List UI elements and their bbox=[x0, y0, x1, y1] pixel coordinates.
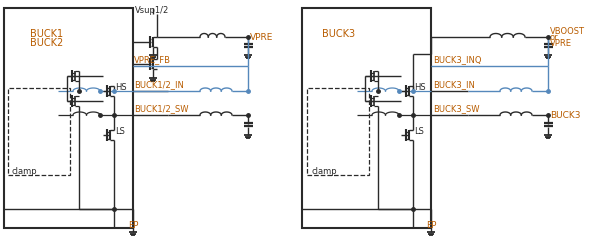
Bar bbox=[4, 8, 133, 228]
Text: LS: LS bbox=[414, 126, 424, 136]
Text: BUCK3: BUCK3 bbox=[322, 29, 355, 39]
Text: BUCK1/2_SW: BUCK1/2_SW bbox=[134, 104, 188, 114]
Text: or: or bbox=[550, 33, 559, 42]
Text: VPRE: VPRE bbox=[550, 38, 572, 48]
Bar bbox=[307, 88, 369, 175]
Text: BUCK3_IN: BUCK3_IN bbox=[433, 81, 475, 89]
Text: BUCK3: BUCK3 bbox=[550, 110, 581, 120]
Bar bbox=[302, 8, 431, 228]
Text: clamp: clamp bbox=[12, 167, 38, 175]
Text: HS: HS bbox=[414, 82, 425, 92]
Text: BUCK3_INQ: BUCK3_INQ bbox=[433, 55, 482, 65]
Text: BUCK1/2_IN: BUCK1/2_IN bbox=[134, 81, 184, 89]
Text: LS: LS bbox=[115, 126, 125, 136]
Text: clamp: clamp bbox=[311, 167, 337, 175]
Text: VPRE_FB: VPRE_FB bbox=[134, 55, 171, 65]
Text: BUCK3_SW: BUCK3_SW bbox=[433, 104, 479, 114]
Text: VPRE: VPRE bbox=[250, 33, 274, 42]
Text: EP: EP bbox=[128, 221, 138, 229]
Text: BUCK1: BUCK1 bbox=[30, 29, 63, 39]
Bar bbox=[8, 88, 70, 175]
Text: EP: EP bbox=[426, 221, 436, 229]
Text: VBOOST: VBOOST bbox=[550, 27, 585, 36]
Text: BUCK2: BUCK2 bbox=[30, 38, 63, 48]
Text: Vsup1/2: Vsup1/2 bbox=[135, 6, 169, 15]
Text: HS: HS bbox=[115, 82, 127, 92]
